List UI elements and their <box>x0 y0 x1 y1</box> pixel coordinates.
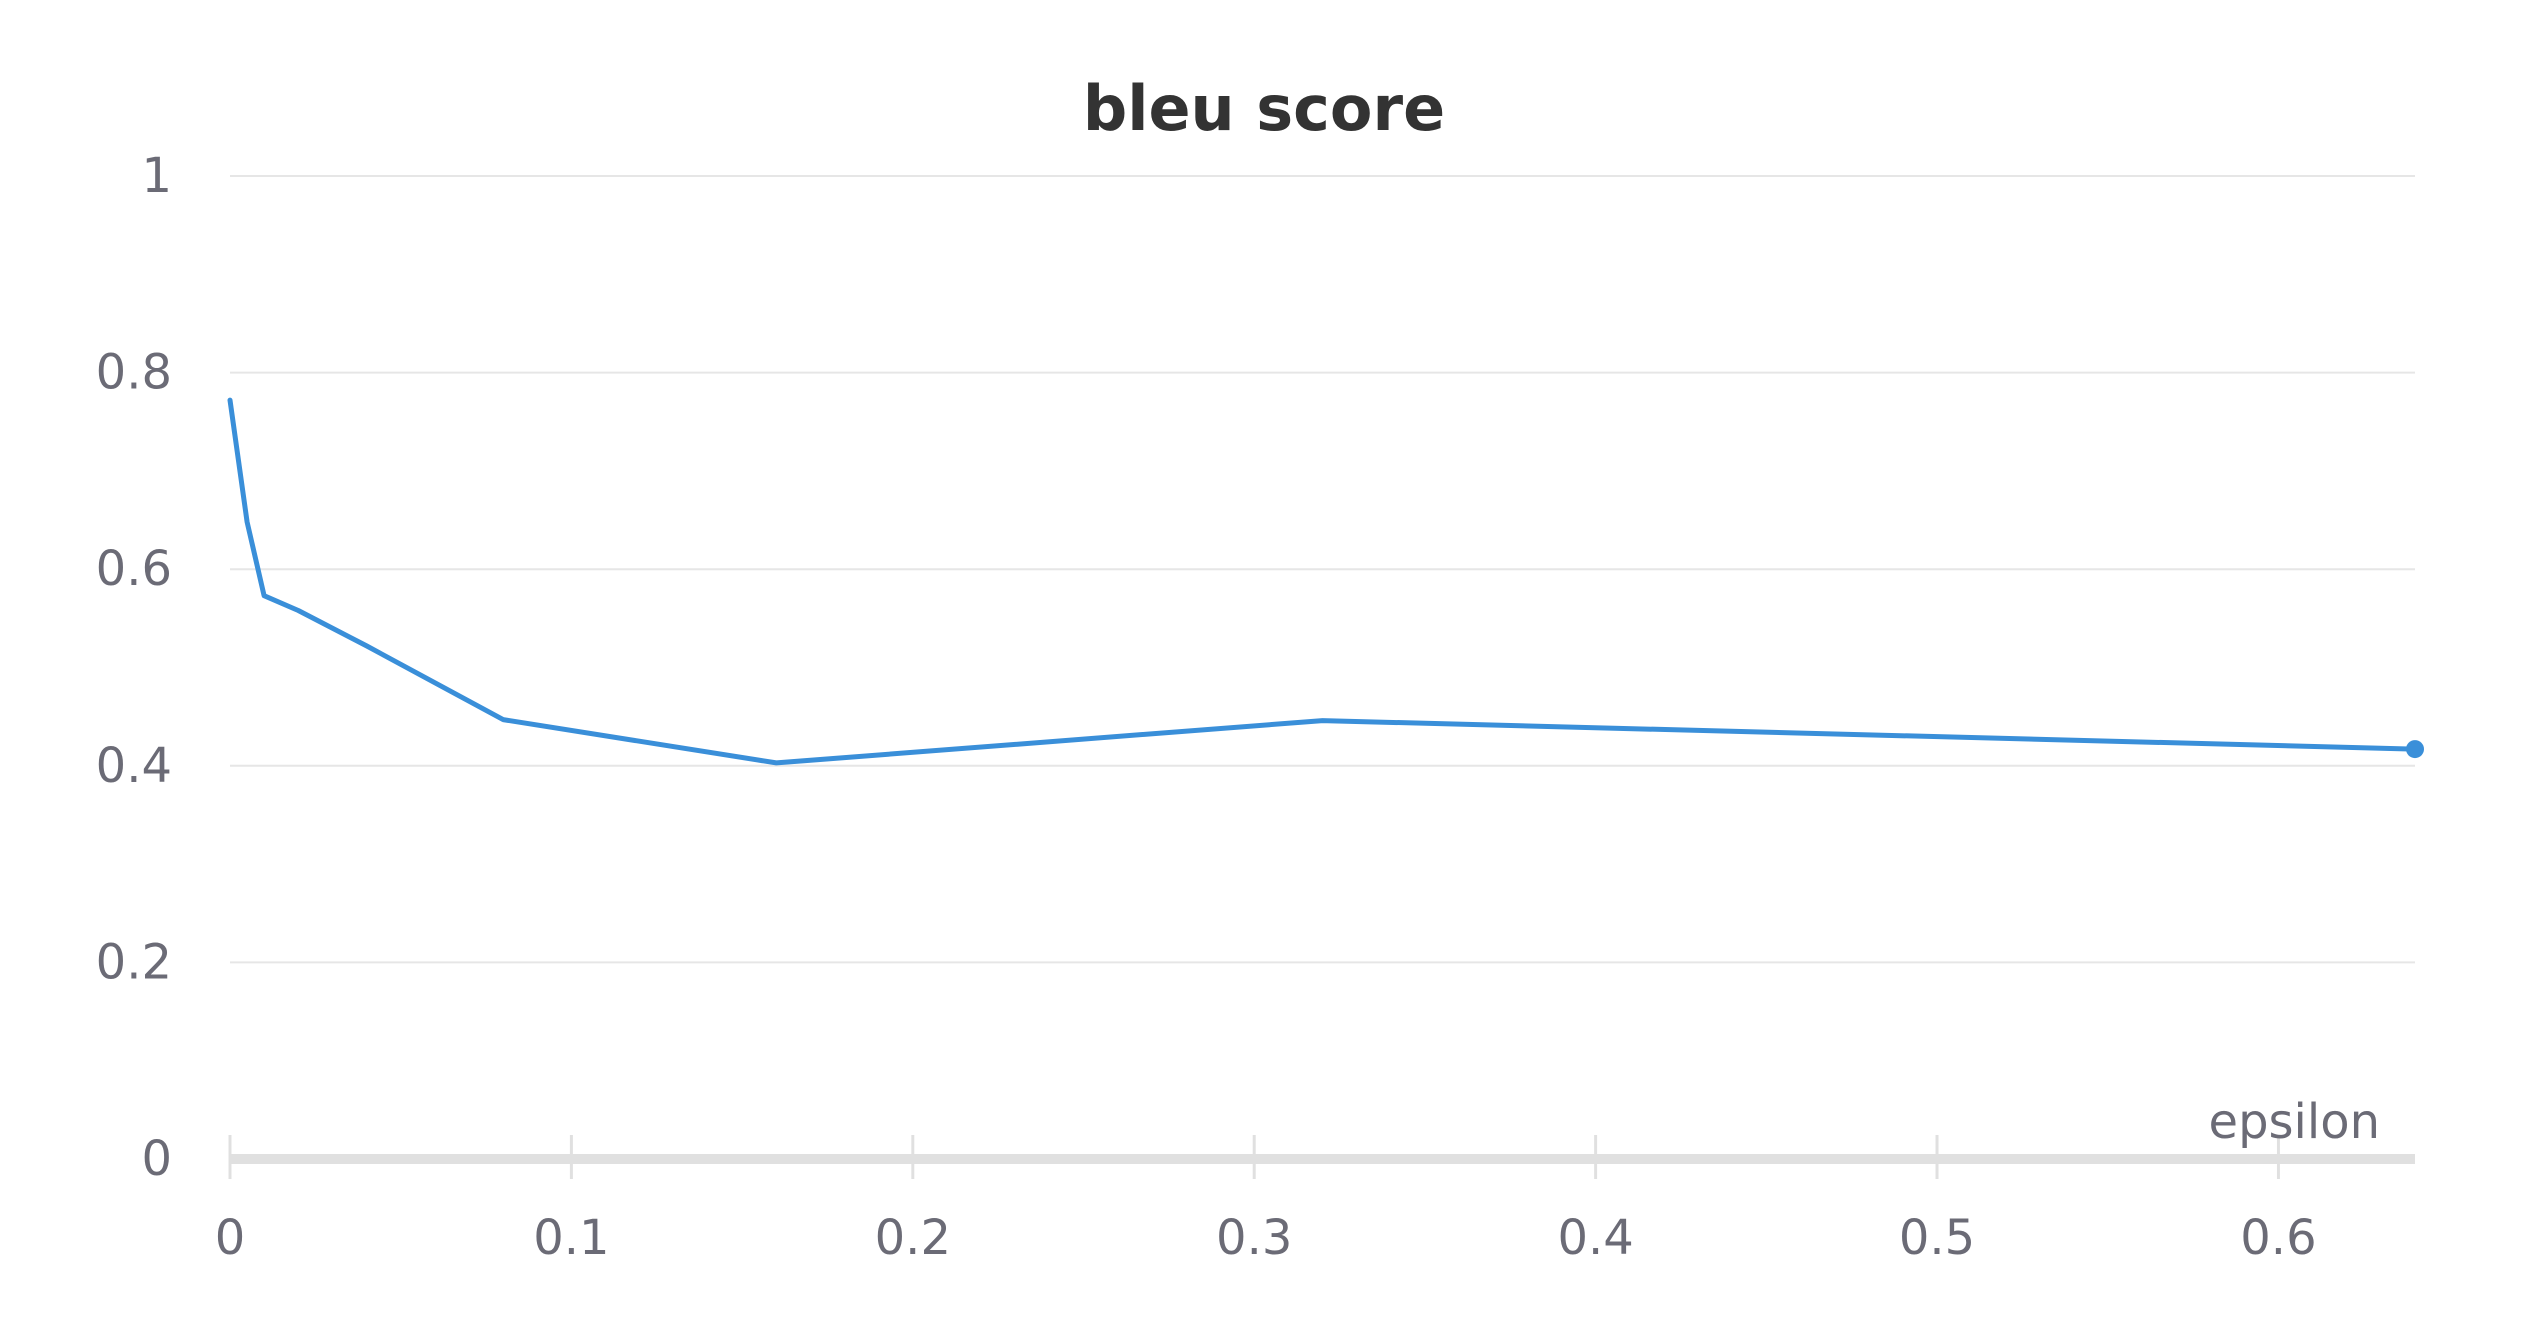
x-tick-label: 0.5 <box>1899 1210 1975 1266</box>
x-tick-label: 0.6 <box>2240 1210 2316 1266</box>
x-tick-labels: 0 0.1 0.2 0.3 0.4 0.5 0.6 <box>215 1210 2317 1266</box>
x-tick-label: 0.1 <box>533 1210 609 1266</box>
y-tick-label: 0.6 <box>96 541 172 597</box>
x-tick-label: 0.2 <box>875 1210 951 1266</box>
y-tick-label: 1 <box>141 148 172 204</box>
series-layer <box>227 397 2424 766</box>
x-axis-label: epsilon <box>2209 1094 2380 1150</box>
x-tick-label: 0 <box>215 1210 246 1266</box>
x-tick-label: 0.3 <box>1216 1210 1292 1266</box>
x-tick-label: 0.4 <box>1557 1210 1633 1266</box>
grid-lines <box>230 175 2415 964</box>
series-line <box>227 397 2418 766</box>
series-end-point <box>2406 740 2424 759</box>
x-axis <box>228 1135 2415 1179</box>
y-tick-label: 0.8 <box>96 345 172 401</box>
y-tick-label: 0 <box>141 1131 172 1187</box>
chart-title: bleu score <box>1083 72 1445 145</box>
y-tick-label: 0.2 <box>96 934 172 990</box>
y-tick-label: 0.4 <box>96 738 172 794</box>
y-tick-labels: 0 0.2 0.4 0.6 0.8 1 <box>96 148 172 1187</box>
